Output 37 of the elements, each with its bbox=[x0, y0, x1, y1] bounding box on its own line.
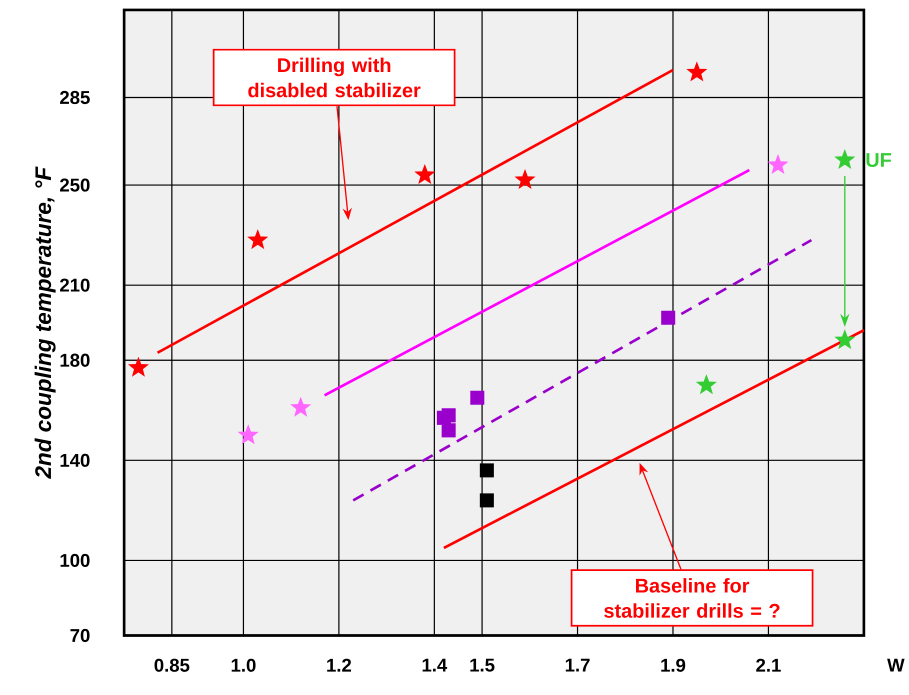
y-axis-title: 2nd coupling temperature, °F bbox=[34, 166, 56, 479]
y-tick-label: 100 bbox=[60, 554, 90, 567]
y-tick-label: 285 bbox=[60, 90, 90, 104]
x-axis-title: W bbox=[887, 658, 905, 672]
x-tick-label: 0.85 bbox=[154, 658, 190, 672]
annotation: Drilling with disabled stabilizer bbox=[248, 58, 420, 98]
x-tick-label: 1.4 bbox=[422, 658, 448, 672]
x-tick-label: 1.0 bbox=[232, 658, 256, 672]
point bbox=[834, 330, 855, 349]
y-tick-label: 140 bbox=[60, 454, 90, 467]
x-tick-label: 1.7 bbox=[566, 658, 590, 672]
point bbox=[470, 390, 484, 405]
point bbox=[290, 397, 311, 416]
point bbox=[238, 424, 258, 444]
point bbox=[442, 423, 456, 438]
point bbox=[480, 493, 494, 508]
point bbox=[834, 150, 855, 168]
point bbox=[480, 463, 494, 478]
annotation: Baseline for stabilizer drills = ? bbox=[604, 578, 780, 618]
point bbox=[768, 154, 788, 174]
point bbox=[248, 230, 268, 249]
y-tick-label: 250 bbox=[60, 178, 90, 192]
point bbox=[414, 164, 435, 184]
y-tick-label: 210 bbox=[60, 278, 90, 292]
x-tick-label: 1.5 bbox=[470, 658, 494, 672]
y-tick-label: 70 bbox=[70, 628, 90, 642]
x-tick-label: 1.9 bbox=[661, 658, 686, 672]
x-tick-label: 1.2 bbox=[327, 658, 352, 672]
point bbox=[661, 310, 676, 325]
x-tick-label: 2.1 bbox=[756, 658, 781, 672]
point bbox=[515, 170, 535, 188]
annotation: UF bbox=[866, 153, 892, 167]
point bbox=[696, 374, 716, 394]
point bbox=[128, 357, 148, 376]
point bbox=[442, 408, 456, 422]
point bbox=[687, 62, 707, 81]
y-tick-label: 180 bbox=[60, 354, 90, 367]
